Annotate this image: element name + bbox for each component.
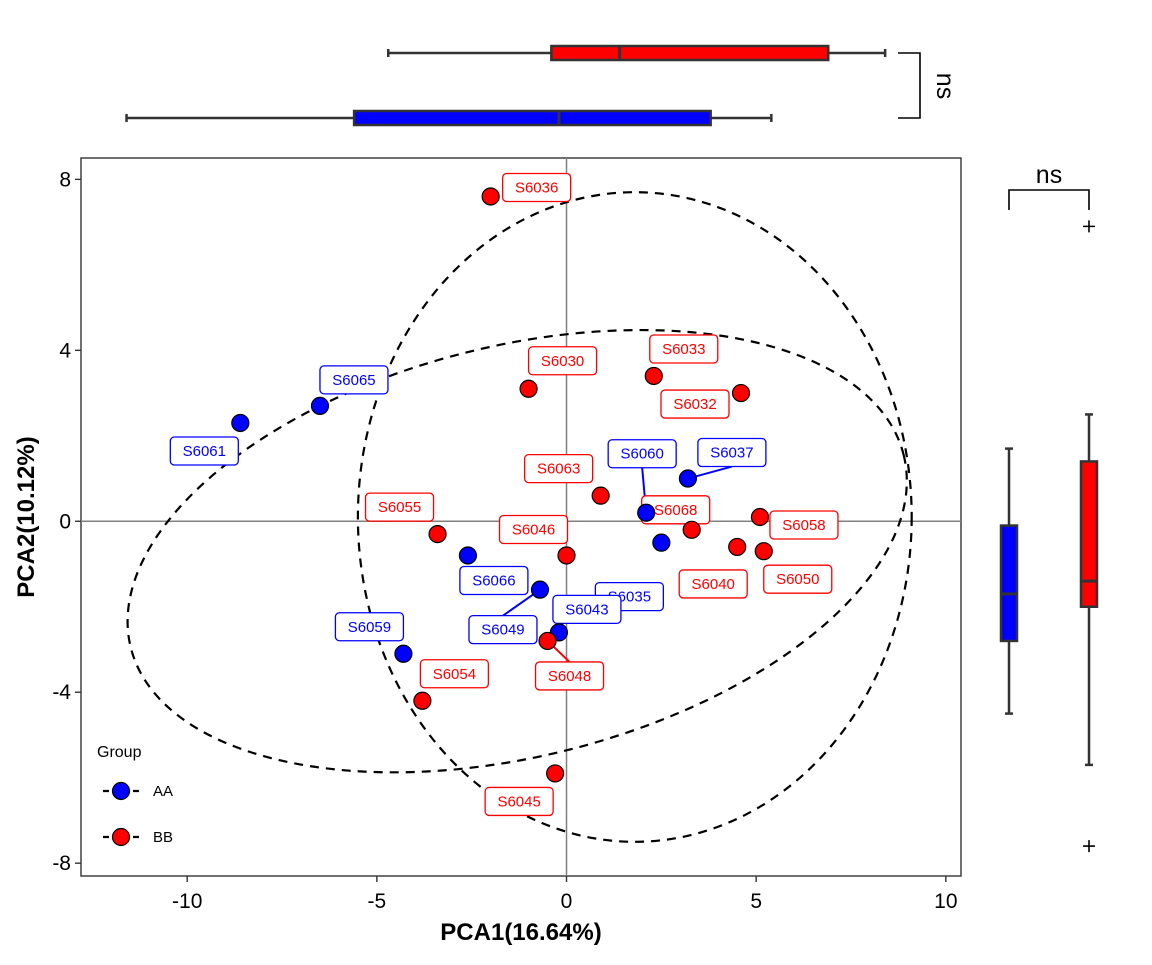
point-label-box xyxy=(468,615,538,645)
point-label-box xyxy=(364,492,435,522)
y-axis-title: PCA2(10.12%) xyxy=(13,436,40,597)
point-label: S6045 xyxy=(497,793,540,810)
point-label: S6063 xyxy=(537,461,580,478)
point-label: S6049 xyxy=(481,622,524,639)
legend-entry-label: BB xyxy=(153,829,173,846)
point-label-box xyxy=(498,514,569,545)
boxplot-box-pca1-aa xyxy=(352,109,712,127)
data-point-aa xyxy=(231,413,250,433)
legend-key-point xyxy=(111,827,131,847)
data-point-bb xyxy=(546,764,565,783)
point-label: S6068 xyxy=(654,502,697,519)
point-layer xyxy=(231,187,773,783)
point-label: S6033 xyxy=(662,341,705,358)
point-label-box xyxy=(660,389,730,419)
point-label: S6061 xyxy=(183,443,226,460)
point-label-box xyxy=(763,564,833,594)
data-point-bb xyxy=(682,520,701,539)
significance-bracket-top xyxy=(898,52,921,119)
y-tick-label: -8 xyxy=(52,852,71,875)
point-label: S6054 xyxy=(433,666,476,683)
y-tick-label: -4 xyxy=(52,681,71,704)
point-label: S6060 xyxy=(620,446,663,463)
point-label-box xyxy=(678,569,748,599)
confidence-ellipse-aa xyxy=(126,328,908,774)
point-label-box xyxy=(319,365,389,395)
point-label-box xyxy=(552,594,622,625)
data-point-aa xyxy=(652,533,671,552)
data-point-bb xyxy=(481,187,500,206)
point-label: S6037 xyxy=(710,445,753,462)
point-label-box xyxy=(649,334,719,364)
significance-bracket-right xyxy=(1008,189,1090,210)
point-label: S6030 xyxy=(541,353,584,370)
data-point-aa xyxy=(458,546,477,565)
data-point-bb xyxy=(538,631,557,651)
point-label-box xyxy=(527,346,598,376)
point-label: S6055 xyxy=(378,499,421,516)
boxplot-box-pca1-bb xyxy=(550,44,830,62)
point-label: S6066 xyxy=(472,572,515,589)
point-label: S6048 xyxy=(548,668,591,685)
y-tick-label: 4 xyxy=(59,339,71,362)
legend-title: Group xyxy=(97,744,142,761)
significance-label-right: ns xyxy=(1036,161,1062,189)
data-point-bb xyxy=(728,537,747,557)
x-axis-title: PCA1(16.64%) xyxy=(440,919,601,946)
data-point-bb xyxy=(519,379,538,398)
data-point-aa xyxy=(678,469,697,488)
x-tick-label: 5 xyxy=(750,890,762,913)
x-tick-label: -5 xyxy=(368,890,387,913)
legend-entry-label: AA xyxy=(153,783,173,800)
point-label: S6046 xyxy=(512,521,555,538)
data-point-bb xyxy=(731,383,751,403)
point-label: S6065 xyxy=(332,372,375,389)
point-label: S6050 xyxy=(776,571,819,588)
data-point-aa xyxy=(310,396,330,415)
point-label: S6059 xyxy=(348,619,391,636)
point-label: S6058 xyxy=(782,517,825,534)
x-tick-label: 0 xyxy=(561,890,573,913)
data-point-aa xyxy=(394,644,413,663)
legend-key-point xyxy=(111,781,131,801)
point-label-box xyxy=(459,565,529,596)
point-label-box xyxy=(169,436,239,466)
x-tick-label: -10 xyxy=(172,890,202,913)
point-label-box xyxy=(534,661,605,691)
y-tick-label: 0 xyxy=(59,510,71,533)
data-point-bb xyxy=(750,507,770,527)
point-label: S6043 xyxy=(565,601,608,618)
x-tick-label: 10 xyxy=(934,890,957,913)
significance-label-top: ns xyxy=(931,73,959,99)
point-label: S6032 xyxy=(673,396,716,413)
data-point-bb xyxy=(428,524,447,544)
y-tick-label: 8 xyxy=(59,168,71,191)
point-label-box xyxy=(502,172,572,203)
plot-panel-border xyxy=(80,157,962,877)
point-label-box xyxy=(524,453,594,484)
point-label-box xyxy=(697,437,767,468)
data-point-bb xyxy=(591,486,610,505)
boxplot-outlier xyxy=(1083,220,1095,233)
point-label-box xyxy=(484,786,554,817)
point-label-box xyxy=(769,510,839,540)
boxplot-box-pca2-aa xyxy=(999,524,1019,643)
point-label-box xyxy=(334,612,405,642)
point-label: S6036 xyxy=(515,179,558,196)
point-label-box xyxy=(607,439,677,469)
boxplot-outlier xyxy=(1083,840,1095,853)
data-point-bb xyxy=(413,691,432,710)
data-point-aa xyxy=(530,580,550,599)
data-point-bb xyxy=(644,366,663,386)
confidence-ellipse-bb xyxy=(356,191,913,843)
data-point-bb xyxy=(754,542,773,561)
boxplot-box-pca2-bb xyxy=(1079,460,1099,609)
data-point-bb xyxy=(557,546,576,565)
point-label-box xyxy=(419,659,490,689)
data-point-aa xyxy=(637,503,656,522)
point-label: S6040 xyxy=(692,576,735,593)
